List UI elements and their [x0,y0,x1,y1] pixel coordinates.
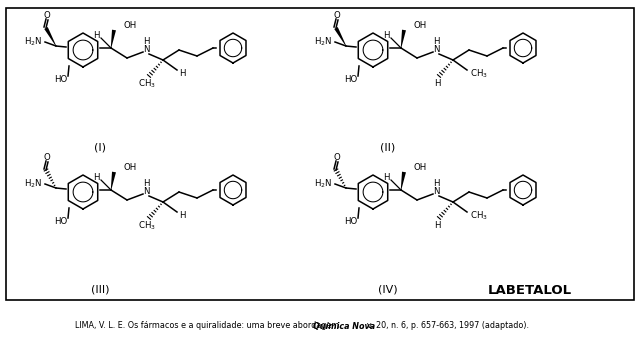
Text: H: H [434,79,440,88]
Text: CH$_3$: CH$_3$ [470,210,488,222]
Text: H: H [93,172,99,181]
Polygon shape [401,172,406,190]
Text: H$_2$N: H$_2$N [24,178,42,190]
Text: H$_2$N: H$_2$N [314,36,332,48]
Text: H: H [93,31,99,40]
Text: OH: OH [414,21,428,31]
Text: H: H [434,221,440,231]
Polygon shape [111,30,116,48]
Text: N: N [143,187,149,197]
Text: Química Nova: Química Nova [313,322,375,331]
Text: (III): (III) [91,285,109,295]
Text: H$_2$N: H$_2$N [24,36,42,48]
Text: H: H [179,211,185,219]
Text: O: O [333,153,340,163]
Text: OH: OH [414,164,428,172]
Text: CH$_3$: CH$_3$ [138,220,156,232]
Text: H: H [143,179,149,188]
Text: H$_2$N: H$_2$N [314,178,332,190]
Text: CH$_3$: CH$_3$ [138,78,156,90]
Text: HO: HO [344,75,358,85]
Text: HO: HO [344,218,358,226]
Text: (II): (II) [380,143,396,153]
Text: OH: OH [124,164,137,172]
Text: H: H [143,38,149,46]
Text: HO: HO [54,75,68,85]
Text: N: N [433,187,439,197]
Text: N: N [433,46,439,54]
Text: (I): (I) [94,143,106,153]
Polygon shape [111,172,116,190]
FancyBboxPatch shape [6,8,634,300]
Text: LABETALOL: LABETALOL [488,284,572,297]
Text: (IV): (IV) [378,285,398,295]
Text: N: N [143,46,149,54]
Text: O: O [333,12,340,20]
Text: O: O [44,153,51,163]
Text: OH: OH [124,21,137,31]
Text: H: H [433,38,439,46]
Text: H: H [383,172,389,181]
Polygon shape [401,30,406,48]
Text: H: H [383,31,389,40]
Text: , v. 20, n. 6, p. 657-663, 1997 (adaptado).: , v. 20, n. 6, p. 657-663, 1997 (adaptad… [362,322,529,331]
Text: H: H [179,68,185,78]
Text: LIMA, V. L. E. Os fármacos e a quiralidade: uma breve abordagem.: LIMA, V. L. E. Os fármacos e a quiralida… [75,322,344,331]
Text: CH$_3$: CH$_3$ [470,68,488,80]
Text: O: O [44,12,51,20]
Polygon shape [44,27,56,46]
Text: H: H [433,179,439,188]
Polygon shape [334,27,346,46]
Text: HO: HO [54,218,68,226]
